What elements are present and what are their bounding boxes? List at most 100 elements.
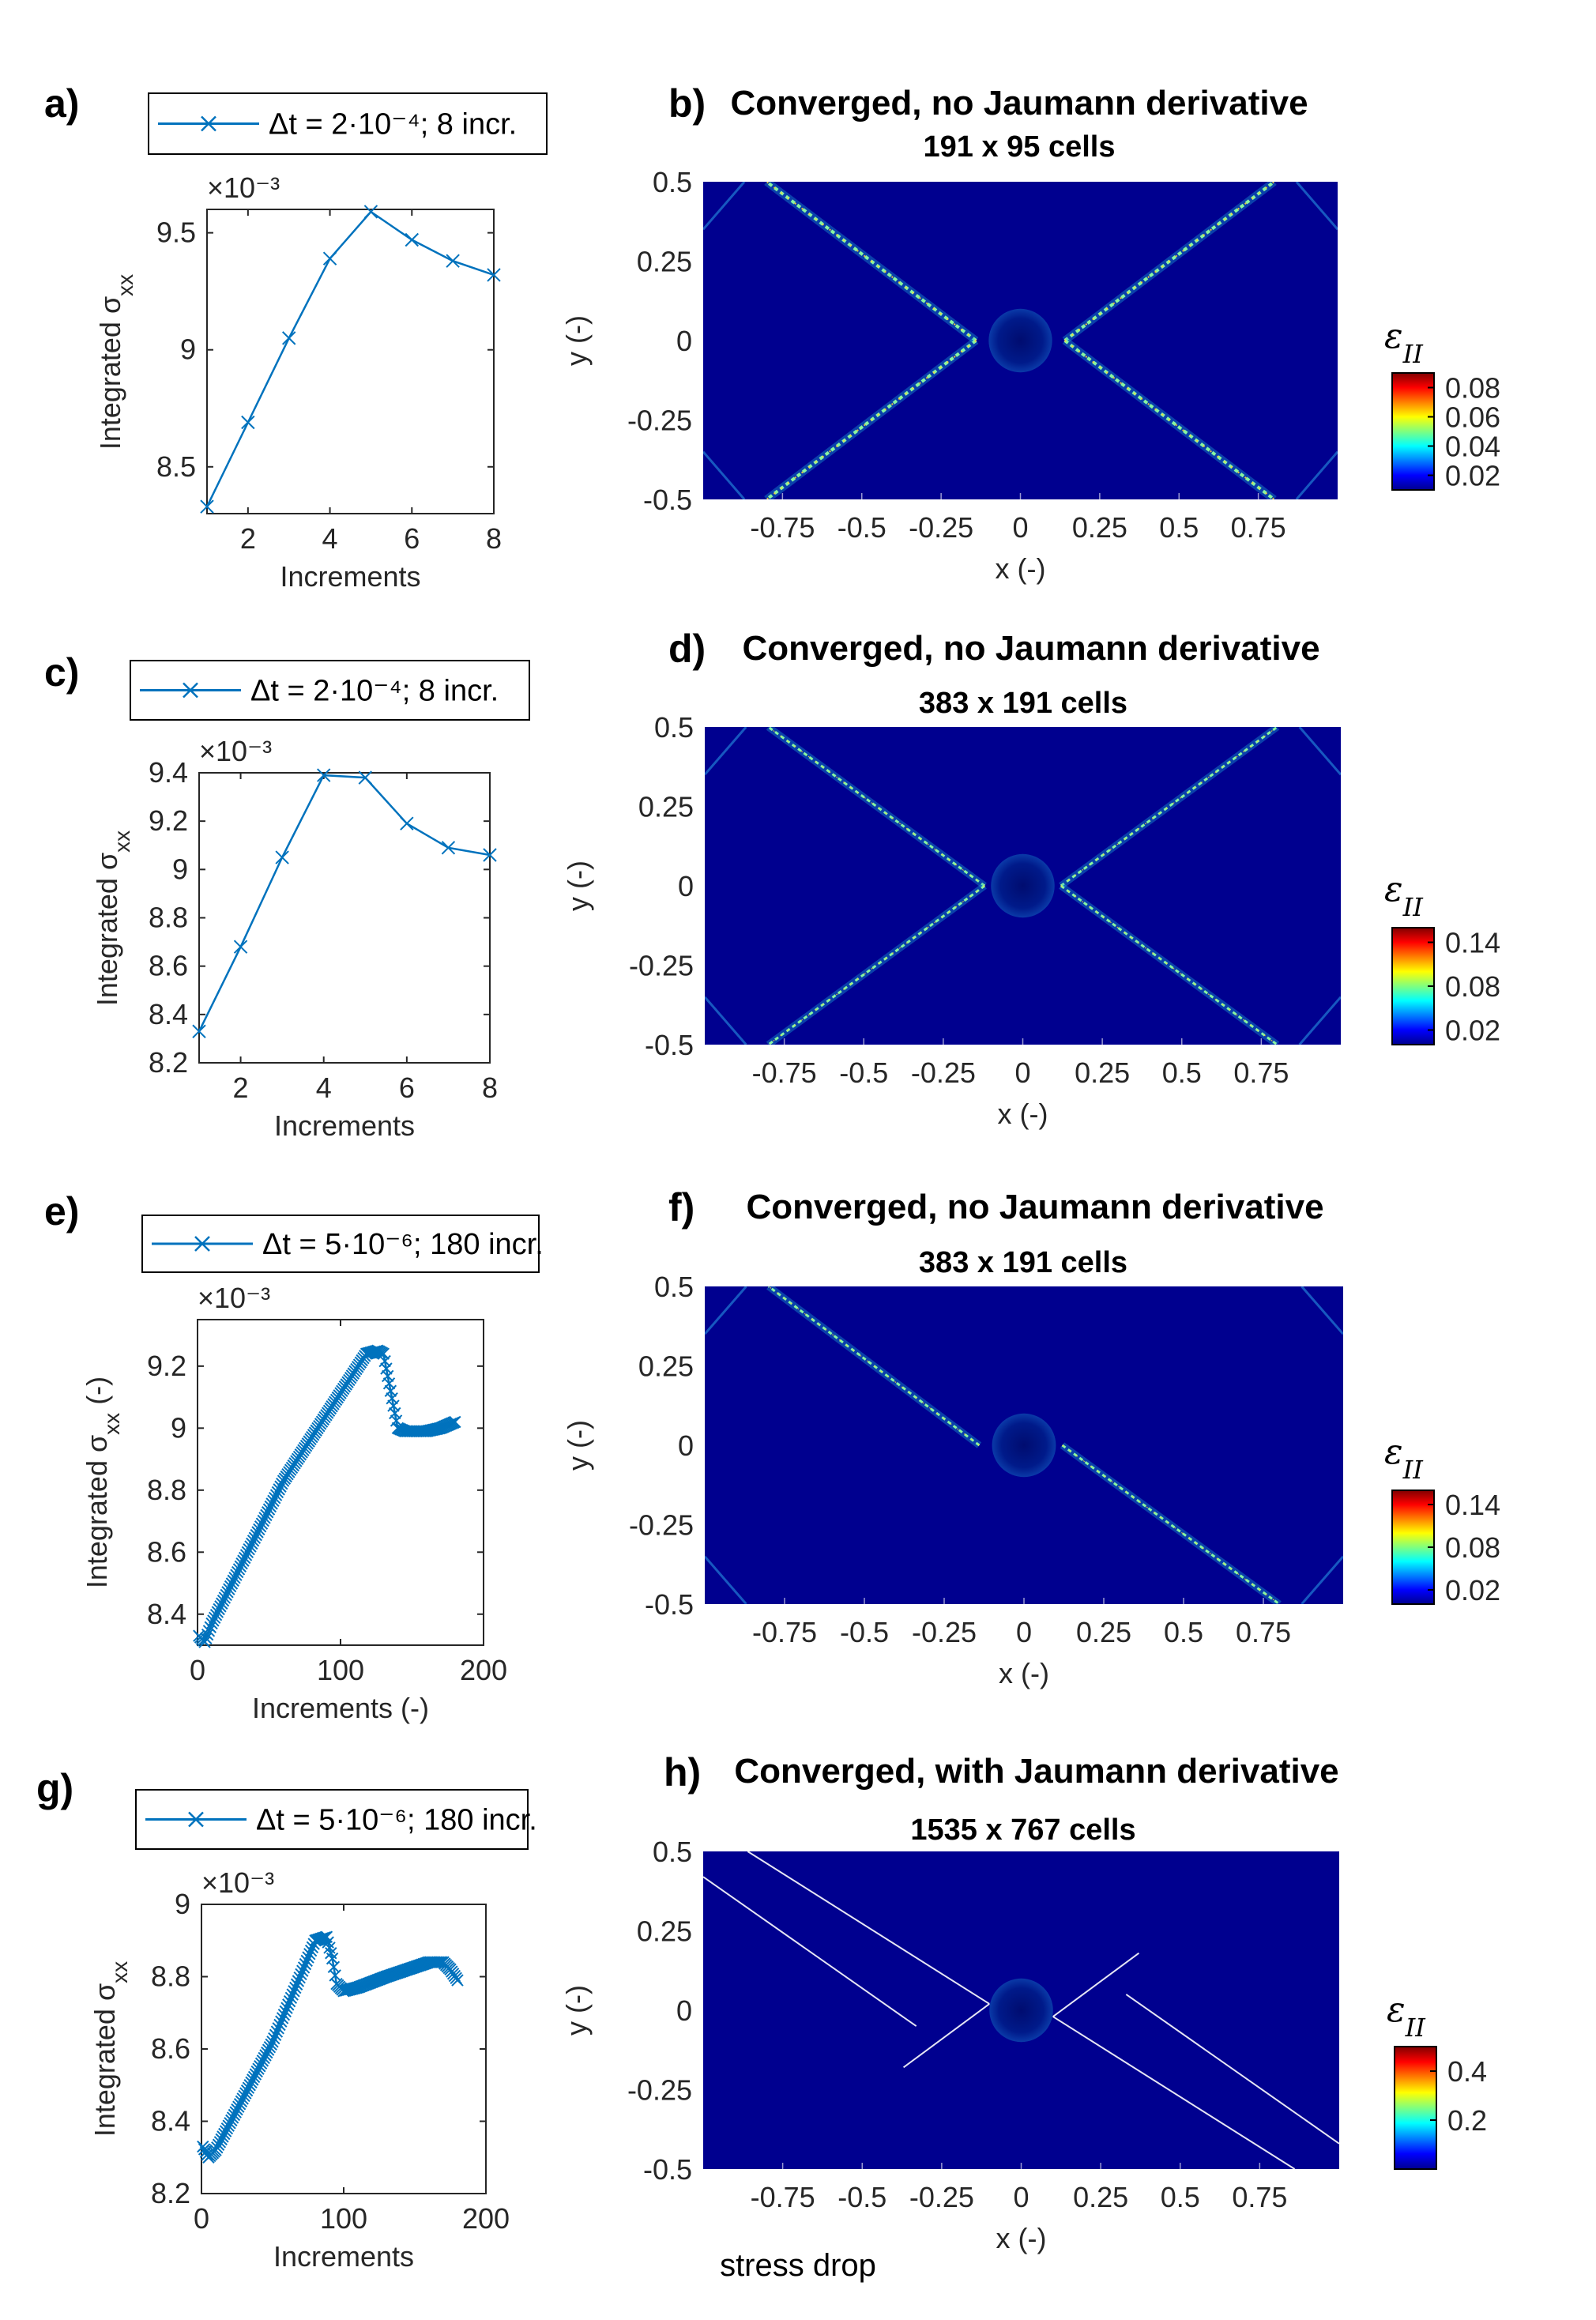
y-tick-label: 9 <box>175 1888 190 1920</box>
data-point <box>198 1636 211 1648</box>
colorbar-tick-label: 0.14 <box>1445 927 1500 959</box>
colorbar-label: εII <box>1384 869 1424 922</box>
data-point <box>286 1988 299 2001</box>
x-tick-label: -0.25 <box>912 1616 977 1648</box>
data-point <box>207 1614 220 1627</box>
data-point <box>223 1583 235 1595</box>
y-tick-label: 8.4 <box>147 1598 186 1630</box>
data-point <box>262 1503 276 1516</box>
x-tick-label: 2 <box>240 522 256 555</box>
x-axis-label: x (-) <box>998 1098 1048 1130</box>
reflected-band <box>1295 182 1338 231</box>
data-point <box>227 1574 239 1587</box>
shear-band-peak <box>768 885 985 1045</box>
colorbar-tick-label: 0.2 <box>1447 2104 1487 2137</box>
colorbar-label: εII <box>1387 1990 1426 2043</box>
plot-area <box>201 1904 487 2194</box>
data-point <box>297 1961 311 1974</box>
shear-band-peak <box>768 727 985 887</box>
colorbar-tick-label: 0.04 <box>1445 431 1500 463</box>
y-multiplier: ×10⁻³ <box>199 735 272 767</box>
data-point <box>192 1024 206 1038</box>
data-point <box>378 1354 391 1368</box>
x-tick-label: 200 <box>460 1654 507 1686</box>
data-point <box>317 768 331 782</box>
plot-subtitle: 383 x 191 cells <box>919 687 1127 720</box>
y-tick-label: 8.4 <box>151 2105 190 2137</box>
x-axis-label: x (-) <box>996 2222 1047 2254</box>
x-tick-label: -0.75 <box>752 1616 817 1648</box>
x-tick-label: 6 <box>404 522 420 555</box>
data-point <box>213 1603 225 1616</box>
data-point <box>261 1506 274 1519</box>
data-point <box>275 850 289 864</box>
data-point <box>267 1494 280 1508</box>
data-point <box>451 1974 464 1987</box>
legend-marker <box>183 682 198 699</box>
data-point <box>282 331 296 345</box>
x-tick-label: 0 <box>190 1654 205 1686</box>
plot-area <box>206 209 495 514</box>
ylabel-group: Integrated σxx <box>88 1961 132 2137</box>
data-point <box>233 940 248 954</box>
field-plot-d: d) Converged, no Jaumann derivative 383 x … <box>562 627 1500 1130</box>
data-point <box>243 1542 255 1556</box>
x-tick-label: 0.5 <box>1162 1056 1202 1089</box>
data-point <box>255 1517 269 1530</box>
shear-band-peak <box>1060 727 1278 887</box>
y-tick-label: -0.5 <box>643 2153 692 2186</box>
shear-band <box>1052 2016 1296 2169</box>
y-label-group: y (-) <box>562 1420 594 1471</box>
data-point <box>276 2012 289 2024</box>
y-tick-label: 0.5 <box>654 711 694 744</box>
x-tick-label: -0.25 <box>909 2181 974 2213</box>
y-tick-label: 9.4 <box>149 756 188 789</box>
y-tick-label: 8.8 <box>147 1474 186 1506</box>
y-axis-label: Integrated σxx (-) <box>81 1377 124 1588</box>
x-tick-label: -0.5 <box>838 2181 886 2213</box>
x-tick-label: 2 <box>233 1071 249 1104</box>
data-point <box>258 1512 271 1524</box>
data-point <box>303 1948 316 1960</box>
field-plot-f: f) Converged, no Jaumann derivative 383 x … <box>562 1185 1500 1689</box>
data-point <box>269 2028 282 2042</box>
plot-area <box>198 772 491 1064</box>
y-tick-label: 8.6 <box>147 1535 186 1568</box>
field-content <box>705 727 1341 1045</box>
data-point <box>201 1628 214 1641</box>
data-point <box>269 1491 281 1505</box>
data-point <box>251 1526 264 1539</box>
data-point <box>382 1377 396 1390</box>
data-point <box>363 205 378 219</box>
data-point <box>202 1625 216 1637</box>
y-tick-label: 0.5 <box>654 1271 694 1303</box>
data-point <box>209 1611 221 1625</box>
reflected-band <box>705 996 747 1045</box>
x-tick-label: -0.75 <box>751 2181 815 2213</box>
plot-title: Converged, no Jaumann derivative <box>742 629 1319 668</box>
x-tick-label: -0.5 <box>838 511 886 544</box>
x-tick-label: 6 <box>399 1071 415 1104</box>
data-point <box>358 770 372 785</box>
data-point <box>279 2005 292 2018</box>
data-point <box>268 2032 280 2045</box>
plot-title: Converged, with Jaumann derivative <box>734 1752 1338 1791</box>
y-tick-label: 0.25 <box>637 246 692 278</box>
inclusion <box>992 1413 1056 1478</box>
inclusion <box>991 853 1055 918</box>
legend-label: Δt = 2·10⁻⁴; 8 incr. <box>269 108 517 141</box>
shear-band-peak <box>1064 182 1275 341</box>
data-point <box>283 1994 296 2008</box>
data-point <box>282 1998 295 2011</box>
data-point <box>293 1972 306 1984</box>
y-tick-label: 8.6 <box>149 950 188 982</box>
data-point <box>260 1508 273 1522</box>
x-tick-label: 0.25 <box>1076 1616 1131 1648</box>
data-point <box>231 1565 244 1579</box>
data-point <box>209 1608 223 1621</box>
y-tick-label: 0 <box>676 325 692 357</box>
shear-band-peak <box>766 340 977 499</box>
data-point <box>382 1369 394 1383</box>
x-tick-label: 0 <box>194 2202 209 2235</box>
y-tick-label: 9 <box>172 853 188 885</box>
